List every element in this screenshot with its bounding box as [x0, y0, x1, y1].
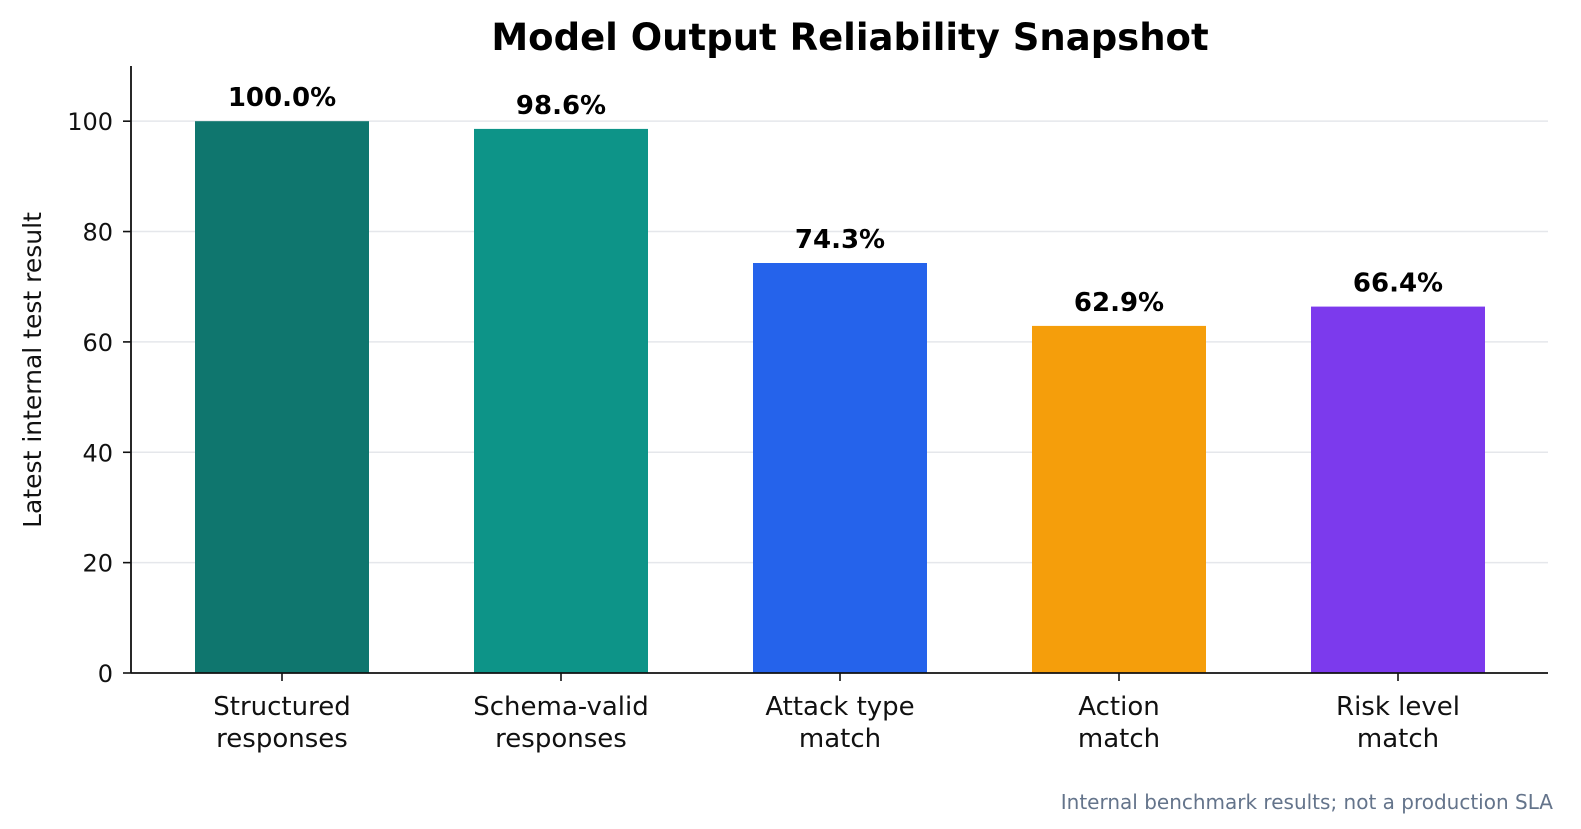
y-axis-label: Latest internal test result: [18, 212, 47, 528]
bar: [195, 121, 369, 673]
data-labels: 100.0% 98.6% 74.3% 62.9% 66.4%: [228, 83, 1443, 318]
data-label: 62.9%: [1074, 288, 1164, 318]
data-label: 100.0%: [228, 83, 336, 113]
x-tick-label: match: [799, 724, 881, 754]
y-tick-label: 100: [67, 108, 113, 136]
y-tick-label: 40: [82, 439, 113, 467]
x-tick-label: match: [1078, 724, 1160, 754]
y-ticks: 0 20 40 60 80 100: [67, 108, 131, 688]
bar: [1032, 325, 1206, 673]
x-ticks: StructuredresponsesSchema-validresponses…: [213, 673, 1460, 754]
data-label: 74.3%: [795, 225, 885, 255]
x-tick-label: Attack type: [765, 692, 914, 722]
bars: [195, 121, 1485, 673]
x-tick-label: Risk level: [1336, 692, 1460, 722]
x-tick-label: responses: [216, 724, 348, 754]
x-tick-label: responses: [495, 724, 627, 754]
bar: [753, 262, 927, 673]
chart-title: Model Output Reliability Snapshot: [491, 16, 1208, 59]
y-tick-label: 20: [82, 550, 113, 578]
x-tick-label: Structured: [213, 692, 350, 722]
footnote: Internal benchmark results; not a produc…: [1061, 790, 1554, 814]
x-tick-label: Schema-valid: [473, 692, 649, 722]
x-tick-label: match: [1357, 724, 1439, 754]
data-label: 98.6%: [516, 91, 606, 121]
x-tick-label: Action: [1078, 692, 1159, 722]
bar: [474, 128, 648, 673]
y-tick-label: 0: [98, 660, 113, 688]
data-label: 66.4%: [1353, 269, 1443, 299]
bar: [1311, 306, 1485, 673]
y-tick-label: 60: [82, 329, 113, 357]
y-tick-label: 80: [82, 219, 113, 247]
